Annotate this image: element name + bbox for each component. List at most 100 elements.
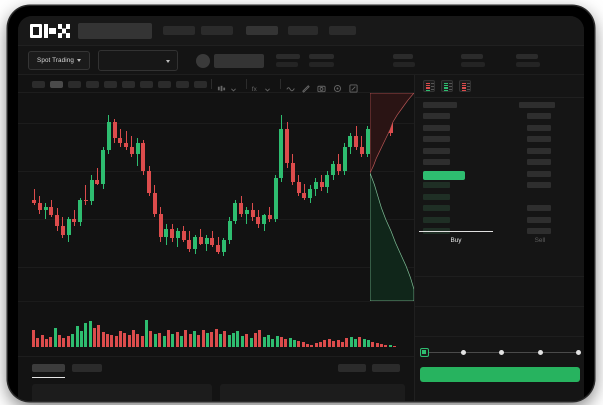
orderbook-ask-row[interactable] [423, 159, 450, 165]
volume-bar [49, 336, 53, 347]
chevron-down-icon[interactable] [230, 80, 237, 98]
nav-item-3[interactable] [246, 26, 278, 35]
volume-bar [75, 326, 79, 347]
price-chart[interactable] [18, 93, 414, 301]
submit-buy-button[interactable] [420, 367, 580, 382]
settings-icon[interactable] [333, 80, 342, 98]
orderbook-ask-size[interactable] [527, 170, 551, 177]
order-field-total[interactable] [415, 315, 584, 337]
slider-handle[interactable] [420, 348, 429, 357]
volume-bar [236, 331, 240, 347]
pen-icon[interactable] [301, 80, 310, 98]
volume-bar [275, 336, 279, 347]
tab-buy[interactable]: Buy [450, 237, 462, 244]
orderbook-ask-size[interactable] [527, 182, 551, 188]
orderbook-bid-row[interactable] [423, 193, 450, 200]
volume-bar [36, 338, 40, 347]
bottom-action-1[interactable] [338, 364, 366, 372]
camera-icon[interactable] [317, 80, 326, 98]
orderbook-ask-row[interactable] [423, 147, 450, 154]
pair-name-label [214, 54, 264, 68]
orderbook-bid-row[interactable] [423, 216, 450, 223]
slider-stop[interactable] [537, 350, 543, 355]
top-navigation-bar [18, 16, 584, 46]
orderbook-ask-size[interactable] [527, 159, 551, 165]
volume-bar [206, 333, 209, 347]
timeframe-button-9[interactable] [176, 81, 189, 88]
candles-icon[interactable] [217, 80, 226, 98]
volume-bar [140, 336, 144, 347]
volume-bar [62, 338, 66, 347]
nav-item-2[interactable] [201, 26, 233, 35]
chevron-down-icon [76, 59, 81, 62]
orderbook-bid-size[interactable] [527, 228, 551, 234]
orderbook-ask-row[interactable] [423, 113, 450, 119]
search-input[interactable] [78, 23, 152, 39]
okx-logo[interactable] [30, 24, 70, 38]
orderbook-ask-size[interactable] [527, 113, 551, 119]
bottom-action-2[interactable] [372, 364, 400, 372]
volume-bar [110, 335, 114, 347]
orderbook-ask-size[interactable] [527, 147, 551, 154]
volume-bar [88, 321, 92, 347]
orderbook-ask-size[interactable] [527, 124, 551, 131]
tab-sell[interactable]: Sell [534, 237, 546, 244]
timeframe-button-4[interactable] [86, 81, 99, 88]
volume-bar [79, 331, 83, 347]
pair-select-dropdown[interactable] [98, 50, 178, 71]
nav-item-1[interactable] [163, 26, 195, 35]
logo-letter-k [44, 24, 56, 38]
orderbook-bid-size[interactable] [527, 205, 551, 211]
orderbook-ask-row[interactable] [423, 136, 450, 142]
volume-bar [384, 344, 388, 347]
order-field-amount[interactable] [415, 285, 584, 307]
timeframe-button-2[interactable] [50, 81, 63, 88]
slider-stop[interactable] [576, 350, 581, 355]
orderbook-ask-size[interactable] [527, 136, 551, 142]
orderbook-header-right[interactable] [519, 102, 555, 108]
orderbook-view-both-icon[interactable] [423, 80, 435, 92]
orderbook-bid-row[interactable] [423, 182, 450, 188]
orderbook-ask-row[interactable] [423, 124, 450, 131]
timeframe-button-7[interactable] [140, 81, 153, 88]
volume-bar [245, 334, 249, 347]
volume-bar [253, 333, 257, 347]
slider-stop[interactable] [499, 350, 504, 355]
chevron-down-icon[interactable] [264, 80, 271, 98]
timeframe-button-10[interactable] [194, 81, 207, 88]
volume-bar [349, 336, 353, 347]
bottom-panel-left[interactable] [32, 384, 212, 401]
orderbook-view-asks-icon[interactable] [459, 80, 471, 92]
amount-slider[interactable] [420, 347, 581, 359]
fullscreen-icon[interactable] [349, 80, 358, 98]
orderbook-header-left[interactable] [423, 102, 457, 108]
orderbook-bid-size[interactable] [527, 216, 551, 223]
order-field-price[interactable] [415, 255, 584, 277]
ticker-bar: Spot Trading [18, 46, 584, 75]
timeframe-button-1[interactable] [32, 81, 45, 88]
volume-bar [32, 329, 35, 347]
active-tab-underline [32, 377, 65, 379]
timeframe-button-5[interactable] [104, 81, 117, 88]
orderbook-bid-row[interactable] [423, 205, 450, 211]
indicator-icon[interactable]: fx [251, 80, 260, 98]
slider-stop[interactable] [460, 350, 466, 355]
timeframe-button-8[interactable] [158, 81, 171, 88]
line-chart-icon[interactable] [286, 80, 296, 98]
bottom-panel-right[interactable] [220, 384, 405, 401]
volume-bar [362, 339, 366, 347]
spot-trading-dropdown[interactable]: Spot Trading [28, 51, 90, 70]
ticker-stat-2 [309, 54, 334, 67]
volume-bar [388, 345, 392, 347]
tab-open-orders[interactable] [32, 364, 65, 372]
volume-bar [366, 340, 370, 347]
timeframe-button-3[interactable] [68, 81, 81, 88]
volume-bar [306, 344, 310, 347]
volume-bar [210, 332, 214, 347]
tab-order-history[interactable] [72, 364, 102, 372]
orderbook-view-bids-icon[interactable] [441, 80, 453, 92]
volume-bar [314, 343, 318, 347]
timeframe-button-6[interactable] [122, 81, 135, 88]
nav-item-5[interactable] [329, 26, 356, 35]
nav-item-4[interactable] [288, 26, 318, 35]
